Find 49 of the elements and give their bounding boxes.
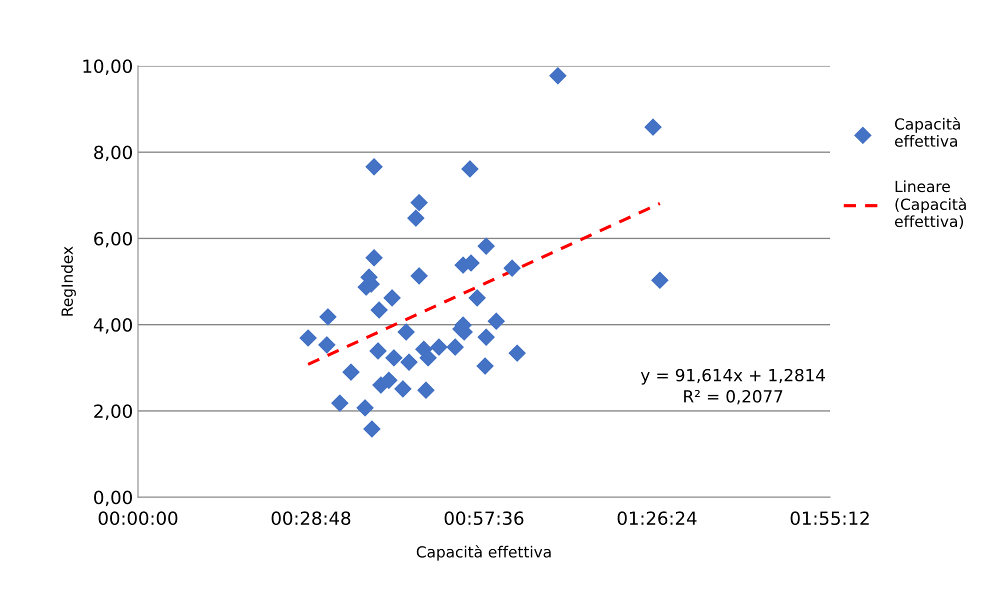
x-tick-label: 01:26:24: [618, 511, 697, 526]
point: [549, 67, 567, 85]
y-tick-label: 8,00: [94, 146, 132, 162]
point: [410, 267, 428, 285]
y-tick-label: 2,00: [94, 404, 132, 420]
point: [503, 259, 521, 277]
point: [508, 344, 526, 362]
point: [477, 328, 495, 346]
point: [477, 237, 495, 255]
point: [356, 399, 374, 417]
point: [651, 271, 669, 290]
point: [394, 380, 412, 398]
point: [461, 160, 479, 178]
x-tick-label: 00:28:48: [272, 511, 350, 526]
point: [400, 353, 418, 371]
legend-label: Lineare (Capacità effettiva): [895, 180, 966, 229]
y-tick-label: 10,00: [83, 59, 132, 75]
point: [363, 420, 381, 438]
point: [397, 323, 415, 341]
point: [331, 394, 349, 412]
point: [487, 312, 506, 330]
point: [299, 329, 317, 347]
point: [365, 249, 383, 267]
point: [319, 308, 337, 326]
point: [417, 381, 435, 399]
y-tick-label: 0,00: [94, 490, 132, 506]
x-tick-label: 00:57:36: [444, 511, 524, 526]
y-axis-title: RegIndex: [61, 246, 76, 316]
point: [446, 338, 464, 356]
point: [385, 349, 403, 367]
point: [410, 194, 428, 212]
x-tick-label: 01:55:12: [790, 511, 869, 526]
point: [370, 301, 388, 319]
x-axis-title: Capacità effettiva: [416, 545, 551, 561]
legend-label: Capacità effettiva: [895, 117, 960, 147]
point: [430, 338, 448, 356]
point: [365, 158, 383, 176]
annotation: y = 91,614x + 1,2814 R² = 0,2077: [640, 368, 825, 404]
point: [369, 342, 387, 360]
point: [407, 209, 425, 227]
point: [383, 289, 401, 307]
point: [468, 289, 486, 307]
point: [318, 336, 336, 354]
x-tick-label: 00:00:00: [98, 511, 178, 526]
point: [644, 118, 662, 136]
point: [342, 363, 360, 381]
y-tick-label: 6,00: [94, 232, 132, 248]
y-tick-label: 4,00: [94, 318, 132, 334]
point: [476, 357, 494, 375]
